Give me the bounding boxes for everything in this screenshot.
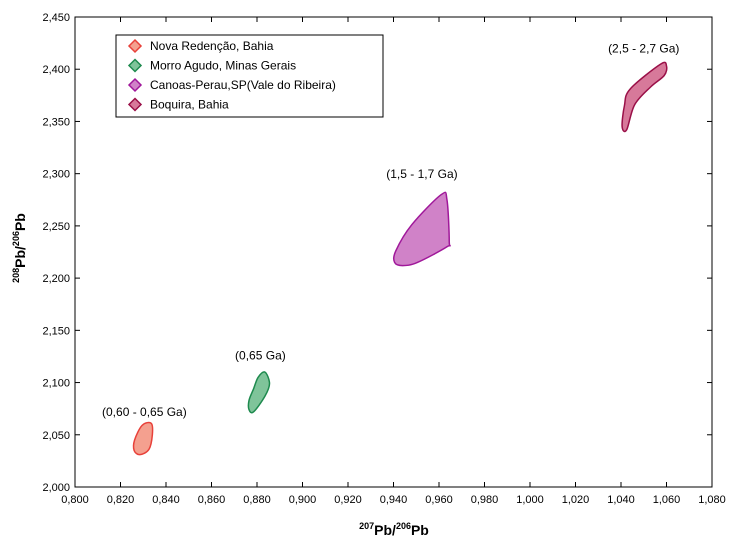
legend-label-1: Nova Redenção, Bahia [150, 39, 274, 53]
region-label-1: (0,60 - 0,65 Ga) [102, 405, 187, 419]
x-tick-label: 0,960 [425, 494, 453, 506]
x-tick-label: 1,020 [562, 494, 590, 506]
data-region-3 [392, 191, 451, 267]
region-label-2: (0,65 Ga) [235, 349, 286, 363]
y-tick-label: 2,400 [42, 64, 70, 76]
x-axis-title: 207Pb/206Pb [359, 521, 429, 538]
y-tick-label: 2,150 [42, 325, 70, 337]
data-region-1 [132, 421, 154, 456]
y-tick-label: 2,350 [42, 116, 70, 128]
legend-marker-3 [127, 77, 143, 93]
x-tick-label: 1,040 [607, 494, 635, 506]
legend-label-3: Canoas-Perau,SP(Vale do Ribeira) [150, 78, 336, 92]
legend-box [115, 34, 384, 118]
data-region-2 [247, 371, 271, 414]
x-tick-label: 0,900 [289, 494, 317, 506]
legend-marker-4 [127, 97, 143, 112]
region-label-3: (1,5 - 1,7 Ga) [386, 167, 457, 181]
legend-label-2: Morro Agudo, Minas Gerais [150, 59, 296, 73]
y-tick-label: 2,100 [42, 378, 70, 390]
y-tick-label: 2,450 [42, 12, 70, 24]
region-label-4: (2,5 - 2,7 Ga) [608, 42, 679, 56]
y-tick-label: 2,300 [42, 169, 70, 181]
y-tick-label: 2,000 [42, 482, 70, 494]
data-region-4 [621, 61, 668, 133]
x-axis-ticks: 0,800 0,820 0,840 0,860 0,880 0,900 0,920 0,940… [61, 17, 726, 506]
y-axis-ticks: 2,000 2,050 2,100 2,150 2,200 2,250 2,300 2,350… [42, 12, 712, 494]
x-tick-label: 0,800 [61, 494, 89, 506]
legend-marker-1 [127, 38, 143, 54]
legend-label-4: Boquira, Bahia [150, 98, 229, 112]
y-tick-label: 2,250 [42, 221, 70, 233]
y-axis-title: 208Pb/206Pb [11, 213, 28, 283]
region-labels: (0,60 - 0,65 Ga) (0,65 Ga) (1,5 - 1,7 Ga) (… [102, 42, 679, 419]
x-tick-label: 0,980 [471, 494, 499, 506]
y-tick-label: 2,200 [42, 273, 70, 285]
x-tick-label: 0,860 [198, 494, 226, 506]
x-tick-label: 0,920 [334, 494, 362, 506]
x-tick-label: 1,000 [516, 494, 544, 506]
x-tick-label: 0,840 [152, 494, 180, 506]
legend: Nova Redenção, Bahia Morro Agudo, Minas G… [115, 34, 384, 118]
x-tick-label: 0,820 [107, 494, 135, 506]
x-tick-label: 0,940 [380, 494, 408, 506]
x-tick-label: 1,060 [653, 494, 681, 506]
data-regions [132, 61, 668, 456]
legend-marker-2 [127, 58, 143, 73]
x-tick-label: 0,880 [243, 494, 271, 506]
x-tick-label: 1,080 [698, 494, 726, 506]
y-tick-label: 2,050 [42, 430, 70, 442]
